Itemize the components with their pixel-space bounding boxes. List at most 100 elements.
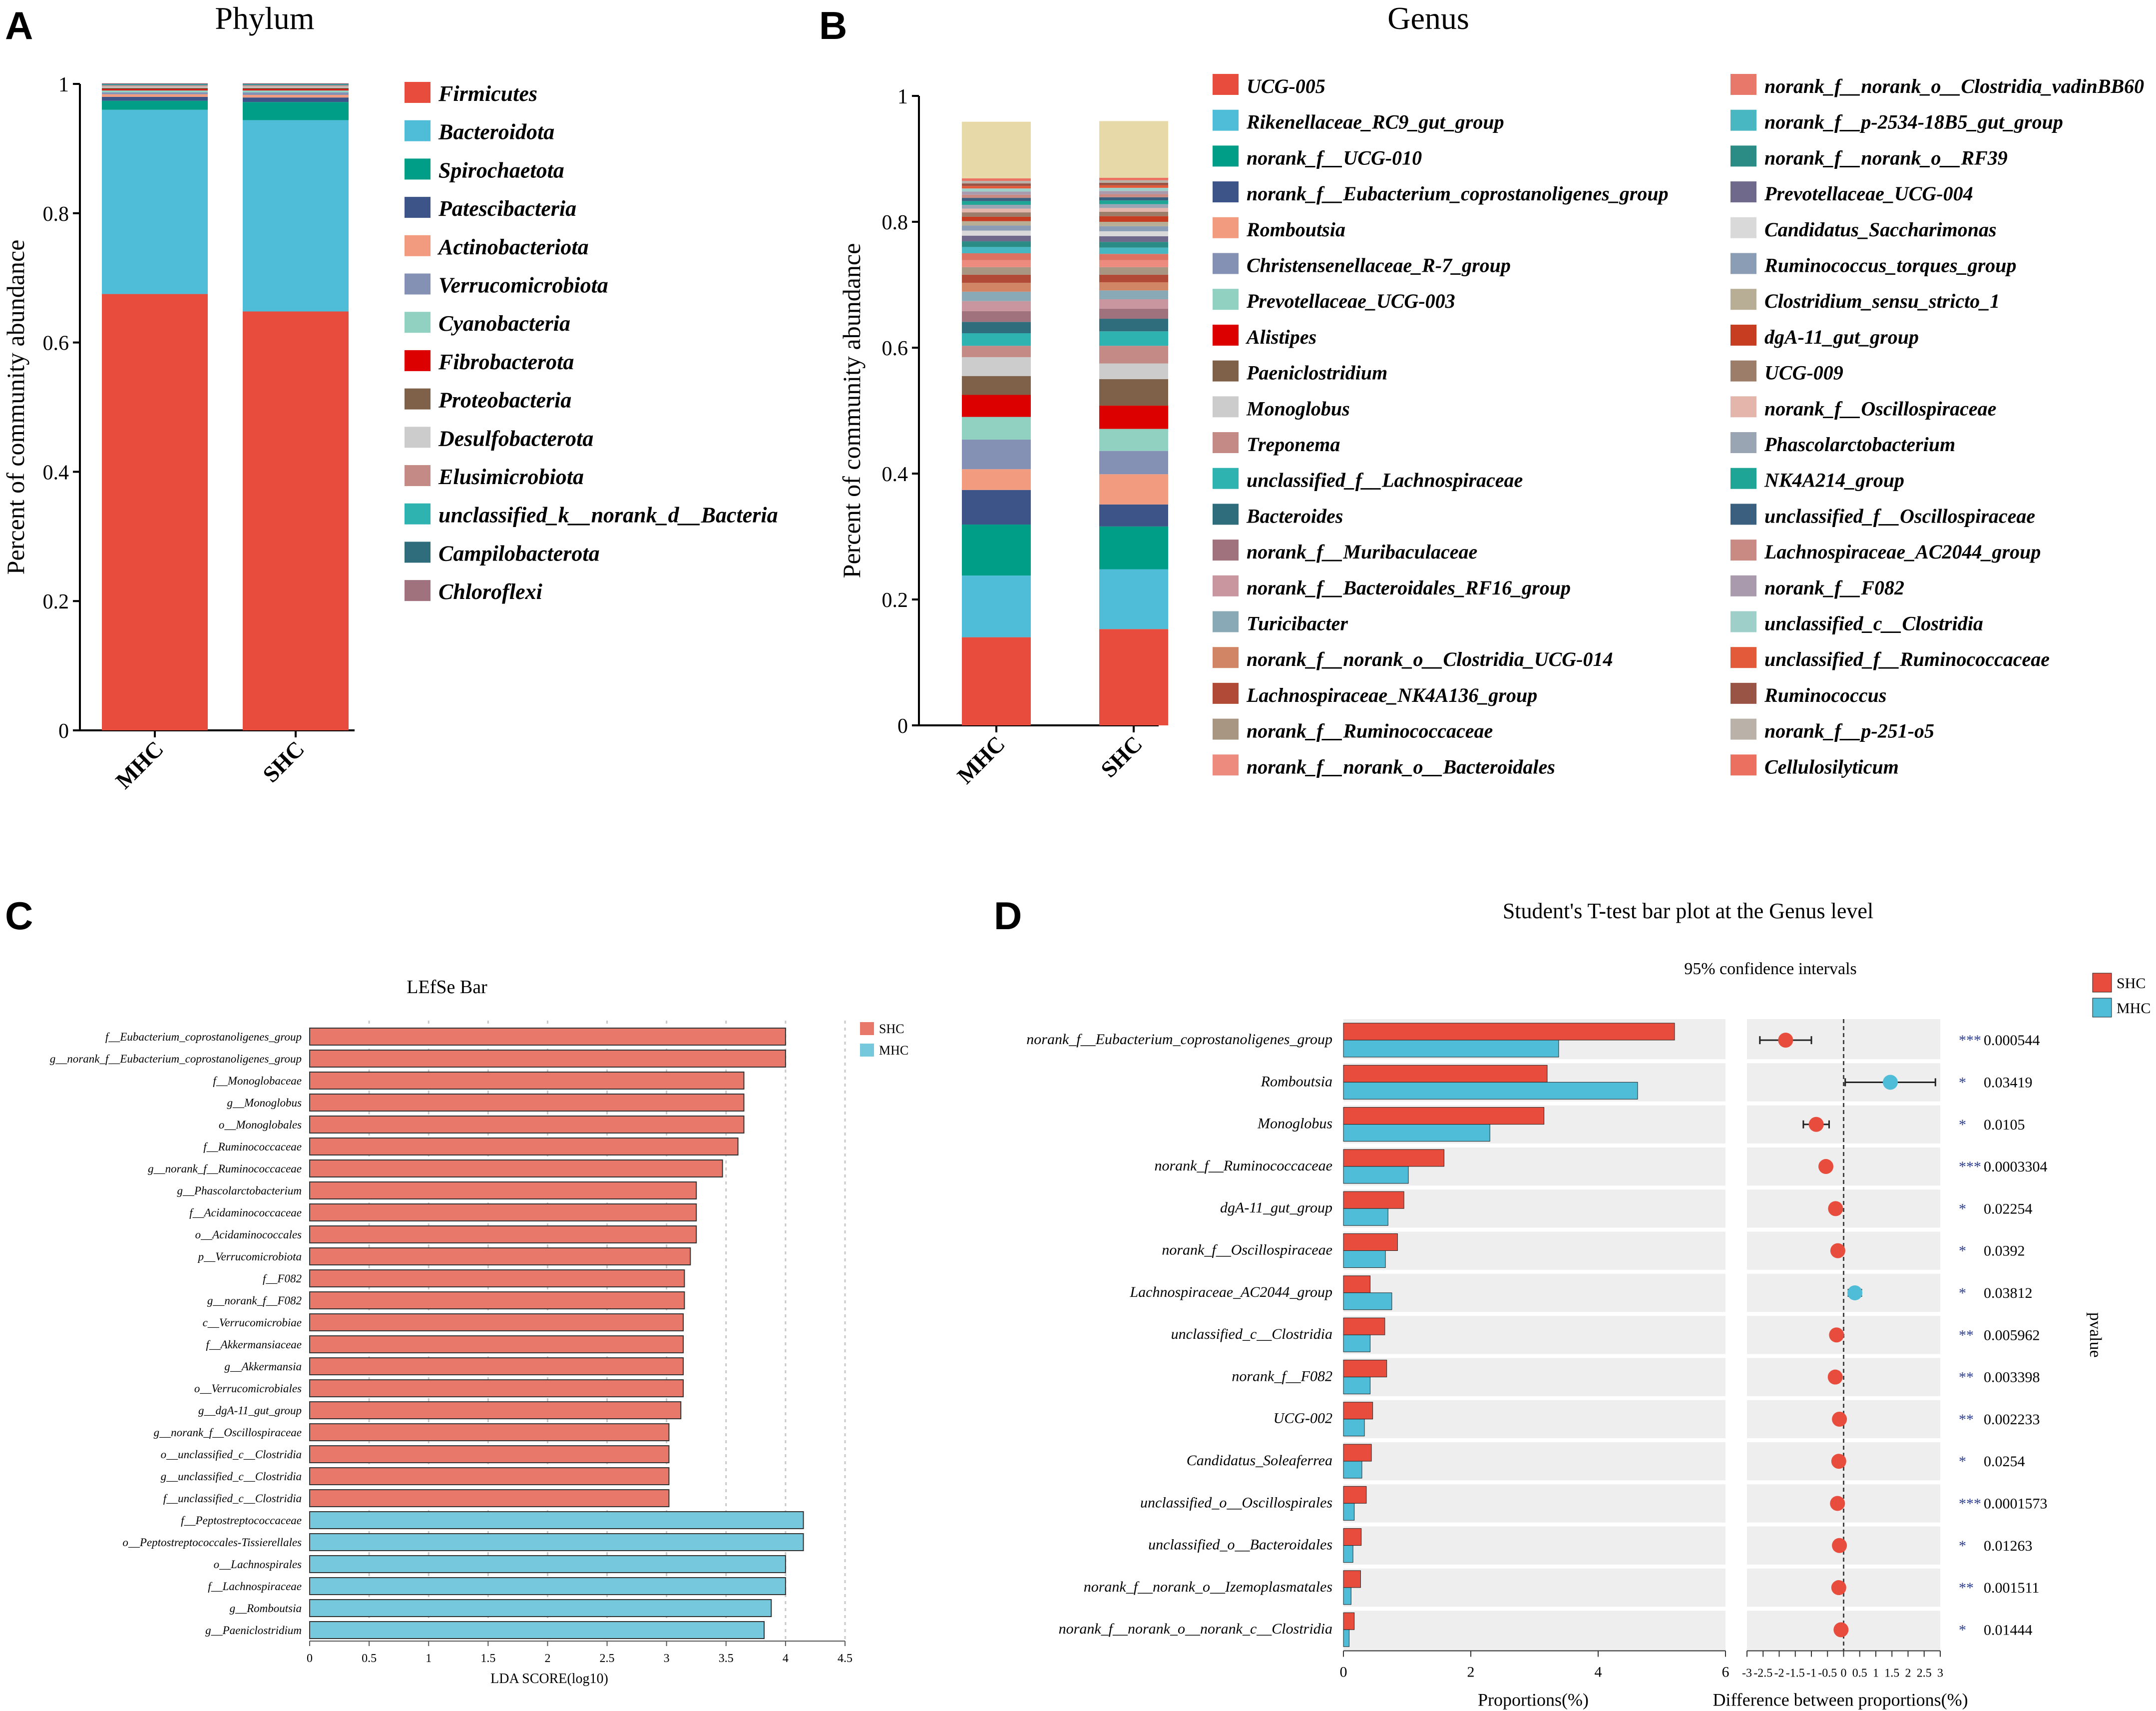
legend-swatch (1213, 540, 1239, 561)
genus-label: UCG-002 (1274, 1410, 1332, 1427)
y-tick-label: 0 (897, 715, 908, 738)
genus-label: norank_f__norank_o__norank_c__Clostridia (1059, 1621, 1332, 1637)
bar-segment-1-4 (1099, 474, 1168, 505)
diff-axis-label: Difference between proportions(%) (1713, 1690, 1968, 1710)
genus-label: norank_f__F082 (1232, 1368, 1332, 1384)
bar-segment-1-29 (1099, 208, 1168, 212)
bar-segment-0-22 (962, 241, 1031, 247)
difference-point (1883, 1075, 1898, 1090)
genus-label: unclassified_c__Clostridia (1171, 1326, 1332, 1342)
legend-swatch (1730, 718, 1756, 740)
difference-point (1808, 1117, 1824, 1132)
panel-d-ttest-chart: Student's T-test bar plot at the Genus l… (1026, 899, 2151, 1710)
bar-segment-0-7 (962, 395, 1031, 417)
lefse-category-label: g__Paeniclostridium (205, 1624, 302, 1637)
bar-segment-0-5 (102, 92, 208, 94)
p-value: 0.0003304 (1984, 1158, 2048, 1175)
genus-label: unclassified_o__Bacteroidales (1148, 1537, 1332, 1553)
bar-segment-1-40 (1099, 121, 1168, 178)
chart-subtitle: 95% confidence intervals (1684, 960, 1857, 978)
y-tick-label: 0 (58, 720, 69, 743)
lefse-category-label: g__Romboutsia (230, 1602, 302, 1615)
lefse-bar (309, 1555, 786, 1573)
legend-swatch (860, 1022, 874, 1035)
legend-swatch (1213, 74, 1239, 95)
p-value: 0.000544 (1984, 1032, 2040, 1049)
bar-segment-1-9 (243, 86, 349, 88)
lefse-category-label: o__Peptostreptococcales-Tissierellales (122, 1536, 302, 1549)
legend-swatch (1730, 360, 1756, 382)
legend-label: Treponema (1247, 433, 1340, 456)
significance-stars: ** (1959, 1580, 1974, 1596)
y-tick-label: 0.2 (882, 589, 908, 612)
diff-tick-label: 0 (1841, 1667, 1847, 1680)
x-axis-label: LDA SCORE(log10) (490, 1671, 608, 1687)
legend-swatch (405, 312, 431, 333)
legend-label: Paeniclostridium (1246, 362, 1387, 384)
mhc-bar (1343, 1082, 1638, 1100)
lefse-category-label: f__Monoglobaceae (213, 1075, 302, 1087)
mhc-bar (1343, 1334, 1371, 1352)
mhc-bar (1343, 1124, 1490, 1142)
mhc-bar (1343, 1040, 1559, 1058)
bar-segment-1-8 (243, 87, 349, 89)
p-value: 0.0392 (1984, 1243, 2025, 1259)
legend-label: unclassified_f__Lachnospiraceae (1247, 469, 1523, 492)
legend-swatch (405, 465, 431, 486)
bar-segment-0-13 (102, 83, 208, 84)
bar-segment-1-34 (1099, 191, 1168, 194)
difference-point (1827, 1369, 1843, 1385)
diff-tick-label: -3 (1742, 1667, 1752, 1680)
x-tick-label: 4.5 (838, 1652, 853, 1665)
lefse-bar (309, 1116, 745, 1134)
x-axis-label: Proportions(%) (1478, 1690, 1589, 1710)
bar-segment-0-2 (962, 525, 1031, 576)
y-tick-label: 1 (58, 73, 69, 96)
lefse-bar (309, 1445, 670, 1463)
genus-label: norank_f__Oscillospiraceae (1162, 1242, 1332, 1258)
legend-swatch (2092, 998, 2112, 1018)
bar-segment-0-31 (962, 201, 1031, 205)
p-value: 0.003398 (1984, 1369, 2040, 1386)
diff-tick-label: 2 (1905, 1667, 1911, 1680)
lefse-bar (309, 1335, 684, 1353)
shc-bar (1343, 1233, 1398, 1251)
lefse-bar (309, 1599, 772, 1617)
y-tick-label: 0.8 (43, 203, 69, 226)
bar-segment-0-14 (962, 301, 1031, 311)
shc-bar (1343, 1023, 1675, 1041)
bar-segment-1-25 (1099, 226, 1168, 231)
lefse-bar (309, 1577, 786, 1595)
bar-segment-1-0 (243, 311, 349, 730)
bar-segment-0-3 (962, 490, 1031, 525)
x-tick-label: 4 (1595, 1664, 1602, 1681)
legend-label: unclassified_f__Ruminococcaceae (1764, 648, 2050, 670)
x-tick-label: 3 (664, 1652, 670, 1665)
x-category-label: SHC (1096, 731, 1147, 782)
bar-segment-1-23 (1099, 236, 1168, 242)
lefse-category-label: f__Akkermansiaceae (206, 1338, 302, 1351)
legend-swatch (405, 503, 431, 525)
legend-label: Elusimicrobiota (438, 465, 584, 489)
x-category-label: SHC (258, 736, 309, 787)
lefse-category-label: g__unclassified_c__Clostridia (161, 1470, 302, 1483)
lefse-bar (309, 1159, 723, 1177)
shc-bar (1343, 1317, 1385, 1335)
lefse-bar (309, 1533, 804, 1551)
significance-stars: * (1959, 1074, 1966, 1091)
legend-swatch (1213, 754, 1239, 776)
bar-segment-1-32 (1099, 197, 1168, 201)
lefse-bar (309, 1511, 804, 1529)
diff-tick-label: 1 (1873, 1667, 1879, 1680)
legend-swatch (1730, 504, 1756, 525)
legend-swatch (1730, 754, 1756, 776)
shc-bar (1343, 1528, 1362, 1546)
legend-swatch (1730, 253, 1756, 274)
p-value: 0.0001573 (1984, 1495, 2048, 1512)
bar-segment-1-7 (243, 89, 349, 90)
legend-swatch (1213, 647, 1239, 668)
legend-swatch (1730, 217, 1756, 238)
legend-label: unclassified_k__norank_d__Bacteria (438, 503, 778, 528)
chart-title: LEfSe Bar (407, 977, 487, 998)
